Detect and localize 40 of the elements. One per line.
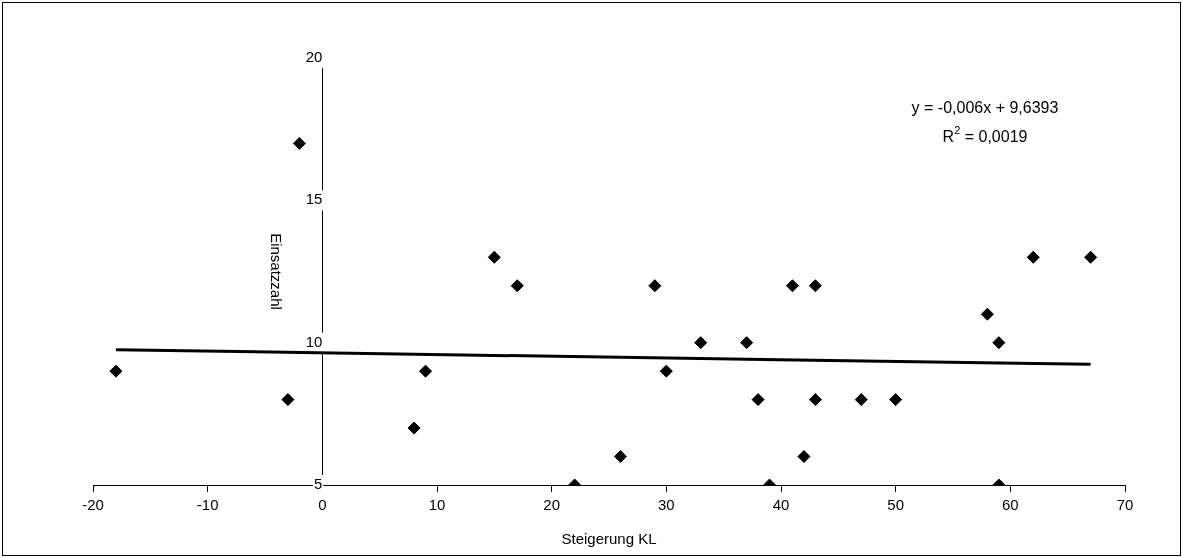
x-tick-label: 30 (657, 496, 675, 514)
x-tick-label: 0 (318, 496, 327, 514)
point (854, 393, 868, 407)
point (797, 450, 811, 464)
point (292, 136, 306, 150)
point (659, 364, 673, 378)
y-tick-label: 5 (313, 475, 323, 493)
point (1084, 250, 1098, 264)
x-axis-title: Steigerung KL (561, 530, 657, 548)
point (419, 364, 433, 378)
point (694, 336, 708, 350)
point (281, 393, 295, 407)
x-tick-label: 10 (428, 496, 446, 514)
y-tick-label: 20 (305, 48, 323, 66)
point (510, 279, 524, 293)
point (808, 393, 822, 407)
y-tick-label: 15 (305, 190, 323, 208)
point (648, 279, 662, 293)
x-tick-label: 50 (887, 496, 905, 514)
point (992, 336, 1006, 350)
point (740, 336, 754, 350)
point (613, 450, 627, 464)
annotation: y = -0,006x + 9,6393 (911, 99, 1059, 116)
x-tick-label: -10 (196, 496, 219, 514)
x-tick-label: 60 (1001, 496, 1019, 514)
point (980, 307, 994, 321)
point (1026, 250, 1040, 264)
y-tick-label: 10 (305, 332, 323, 350)
point (751, 393, 765, 407)
point (109, 364, 123, 378)
x-tick-label: 40 (772, 496, 790, 514)
point (487, 250, 501, 264)
point (785, 279, 799, 293)
x-tick-label: 20 (543, 496, 561, 514)
x-tick-label: 70 (1116, 496, 1134, 514)
point (889, 393, 903, 407)
point (808, 279, 822, 293)
point (407, 421, 421, 435)
y-axis-title: Einsatzzahl (267, 233, 285, 310)
x-tick-label: -20 (82, 496, 104, 514)
